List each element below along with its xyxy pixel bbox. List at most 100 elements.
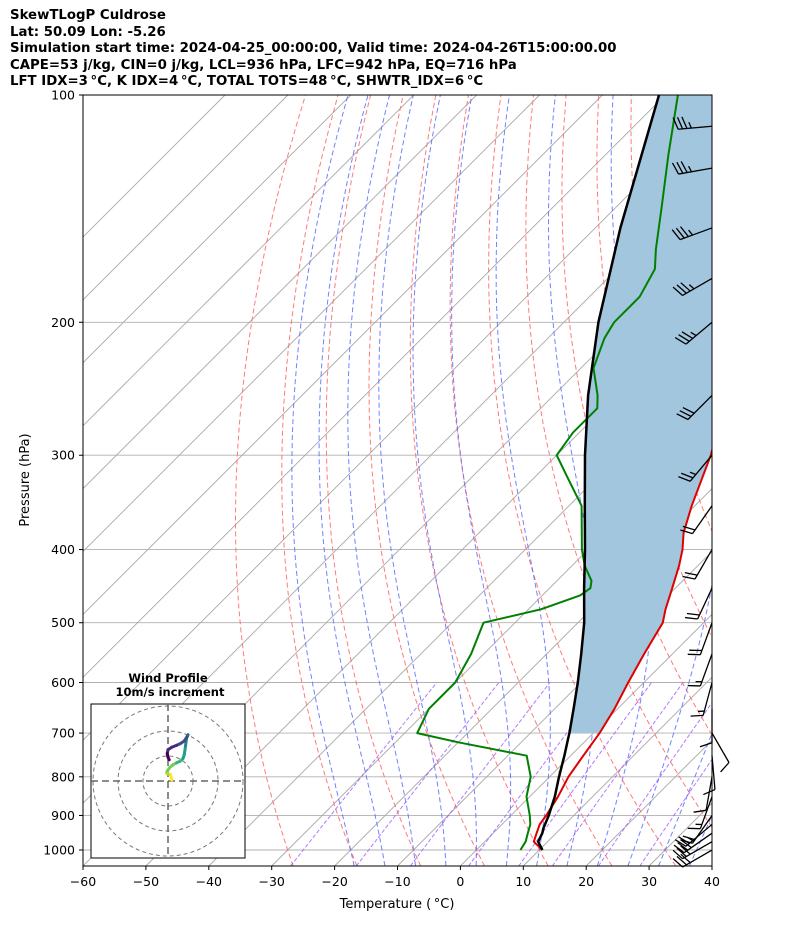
moist-adiabat-line (495, 95, 551, 866)
chart-header: SkewTLogP Culdrose Lat: 50.09 Lon: -5.26… (10, 8, 617, 91)
cape-shaded-area (569, 95, 712, 734)
wind-barb-half-flag (688, 121, 692, 129)
wind-barb-flag (680, 161, 688, 173)
wind-barb-shaft (682, 277, 713, 297)
wind-barb (690, 682, 713, 717)
wind-barb-flag (682, 525, 696, 531)
moist-adiabat-line (378, 95, 447, 866)
stability-indices: LFT IDX=3 °C, K IDX=4 °C, TOTAL TOTS=48 … (10, 74, 484, 89)
x-tick-label: −60 (70, 874, 96, 889)
wind-barb-half-flag (688, 229, 694, 236)
x-tick-label: 0 (456, 874, 464, 889)
wind-barb (703, 755, 716, 796)
wind-barb-flag (682, 406, 695, 414)
hodograph-segment (166, 755, 171, 762)
x-tick-label: 40 (704, 874, 720, 889)
wind-barb-shaft (685, 321, 713, 345)
wind-barb-flag (684, 572, 698, 576)
dry-adiabat-line (235, 95, 306, 866)
moist-adiabat-line (291, 95, 355, 866)
wind-barb-flag (676, 855, 687, 866)
wind-barb-flag (675, 227, 685, 239)
wind-barb-flag (699, 742, 713, 748)
wind-barb (671, 226, 713, 241)
x-tick-label: −40 (196, 874, 222, 889)
wind-barb-flag (676, 413, 689, 421)
wind-barb-flag (682, 835, 696, 841)
wind-barb-shaft (702, 682, 713, 716)
mixing-ratio-line (597, 701, 712, 866)
wind-barb-flag (679, 410, 692, 417)
mixing-ratio-line (518, 682, 653, 866)
chart-title: SkewTLogP Culdrose (10, 8, 166, 23)
y-tick-label: 300 (51, 448, 75, 463)
moist-adiabat-line (347, 95, 416, 866)
isotherm-line (271, 425, 712, 866)
x-tick-label: −10 (384, 874, 410, 889)
wind-barb (682, 549, 713, 580)
hodograph-subtitle: 10m/s increment (116, 685, 225, 699)
wind-barb-half-flag (688, 284, 695, 290)
wind-barb-flag (671, 162, 680, 175)
dry-adiabat-line (368, 95, 485, 866)
isotherm-line (83, 95, 289, 301)
wind-barb (680, 815, 713, 844)
wind-barb-shaft (678, 125, 713, 130)
dry-adiabat-line (488, 95, 677, 866)
isotherm-line (83, 95, 603, 616)
mixing-ratio-line (409, 682, 551, 866)
mixing-ratio-line (290, 682, 438, 866)
wind-barb-flag (682, 575, 696, 580)
wind-barb (671, 161, 713, 175)
dry-adiabat-line (409, 95, 549, 866)
x-tick-label: −30 (259, 874, 285, 889)
moist-adiabat-line (412, 95, 477, 866)
wind-barb-flag (676, 284, 687, 294)
isotherm-line (711, 865, 712, 866)
wind-barb-flag (672, 849, 683, 860)
x-axis-label: Temperature ( °C) (339, 897, 455, 912)
y-tick-label: 200 (51, 315, 75, 330)
isotherm-line (83, 95, 666, 678)
mixing-ratio-line (639, 758, 712, 866)
wind-barb-shaft (705, 776, 713, 811)
y-tick-label: 600 (51, 675, 75, 690)
hodograph-plot (91, 704, 245, 858)
wind-barb (687, 653, 713, 687)
wind-barb (676, 394, 713, 421)
wind-barb (687, 622, 713, 656)
wind-barb-flag (678, 476, 691, 482)
wind-barb-flag (674, 839, 687, 847)
wind-barb-flag (676, 161, 684, 174)
moist-adiabat-line (318, 95, 386, 866)
wind-barb-half-flag (690, 331, 697, 337)
simulation-times: Simulation start time: 2024-04-25_00:00:… (10, 41, 617, 56)
wind-barb-flag (673, 844, 685, 854)
wind-barb-flag (684, 616, 698, 620)
wind-barb-flag (678, 334, 690, 342)
wind-barb-shaft (694, 549, 713, 580)
wind-barb-flag (680, 845, 691, 855)
isotherm-line (83, 95, 540, 553)
wind-barb (672, 841, 713, 860)
isotherm-line (83, 95, 415, 427)
wind-barb-shaft (699, 653, 713, 687)
dry-adiabat-line (449, 95, 613, 866)
y-tick-label: 700 (51, 726, 75, 741)
wind-barb-flag (676, 847, 687, 857)
wind-barb (684, 587, 713, 620)
wind-barb-flag (672, 286, 683, 296)
wind-barb-shaft (689, 454, 713, 482)
wind-barb-flag (720, 762, 730, 773)
mixing-ratio-line (355, 682, 500, 866)
wind-barb-flag (690, 714, 704, 717)
wind-barb-flag (693, 809, 707, 813)
y-tick-label: 500 (51, 615, 75, 630)
hodograph-title: Wind Profile (128, 671, 208, 685)
dry-adiabat-line (525, 95, 712, 828)
wind-barb-half-flag (687, 165, 693, 173)
wind-barb-flag (680, 529, 693, 535)
wind-barb-flag (680, 282, 691, 292)
